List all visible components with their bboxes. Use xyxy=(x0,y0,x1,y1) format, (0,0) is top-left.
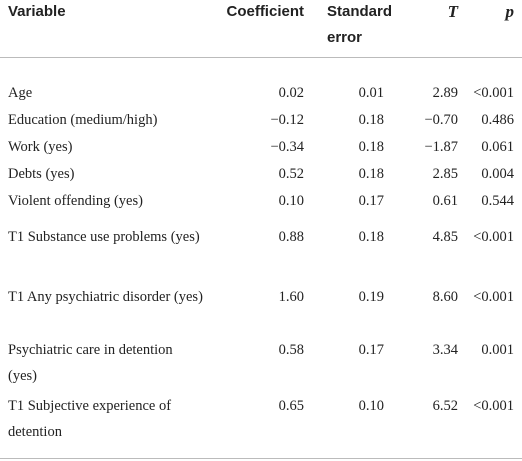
column-header: T xyxy=(447,2,458,21)
value-cell: 2.85 xyxy=(432,166,458,182)
value-cell: 0.10 xyxy=(358,398,384,414)
value-cell: 0.01 xyxy=(358,85,384,101)
value-cell: 8.60 xyxy=(432,289,458,305)
column-header: Coefficient xyxy=(226,3,304,20)
value-cell: <0.001 xyxy=(473,289,514,305)
variable-cell: Debts (yes) xyxy=(8,166,75,182)
value-cell: 2.89 xyxy=(432,85,458,101)
value-cell: 0.58 xyxy=(278,342,304,358)
value-cell: −0.34 xyxy=(270,139,304,155)
value-cell: −0.70 xyxy=(424,112,458,128)
variable-cell: Age xyxy=(8,85,33,101)
variable-cell: Psychiatric care in detention (yes) xyxy=(8,342,173,384)
variable-cell: Education (medium/high) xyxy=(8,112,158,128)
variable-cell: T1 Substance use problems (yes) xyxy=(8,229,200,245)
value-cell: 0.02 xyxy=(278,85,304,101)
value-cell: <0.001 xyxy=(473,229,514,245)
value-cell: 0.19 xyxy=(358,289,384,305)
value-cell: 0.88 xyxy=(278,229,304,245)
value-cell: 0.18 xyxy=(358,139,384,155)
value-cell: 0.001 xyxy=(481,342,514,358)
value-cell: 6.52 xyxy=(432,398,458,414)
value-cell: 0.17 xyxy=(358,342,384,358)
value-cell: 0.17 xyxy=(358,193,384,209)
value-cell: −0.12 xyxy=(270,112,304,128)
header-rule xyxy=(0,57,522,58)
variable-cell: Violent offending (yes) xyxy=(8,193,143,209)
value-cell: 0.10 xyxy=(278,193,304,209)
column-header: p xyxy=(505,2,515,21)
value-cell: 0.65 xyxy=(278,398,304,414)
value-cell: 0.18 xyxy=(358,229,384,245)
value-cell: 0.52 xyxy=(278,166,304,182)
value-cell: 0.61 xyxy=(432,193,458,209)
variable-cell: T1 Any psychiatric disorder (yes) xyxy=(8,289,203,305)
variable-cell: Work (yes) xyxy=(8,139,73,155)
value-cell: 0.486 xyxy=(481,112,514,128)
value-cell: 0.004 xyxy=(481,166,514,182)
value-cell: −1.87 xyxy=(424,139,458,155)
variable-cell: T1 Subjective experience of detention xyxy=(8,398,172,440)
column-header: Variable xyxy=(8,3,66,20)
value-cell: 3.34 xyxy=(432,342,458,358)
value-cell: 4.85 xyxy=(432,229,458,245)
column-header: Standard error xyxy=(327,3,393,46)
value-cell: 0.544 xyxy=(481,193,514,209)
value-cell: <0.001 xyxy=(473,398,514,414)
value-cell: 0.18 xyxy=(358,112,384,128)
value-cell: 0.18 xyxy=(358,166,384,182)
value-cell: 0.061 xyxy=(481,139,514,155)
value-cell: 1.60 xyxy=(278,289,304,305)
value-cell: <0.001 xyxy=(473,85,514,101)
bottom-rule xyxy=(0,458,522,459)
